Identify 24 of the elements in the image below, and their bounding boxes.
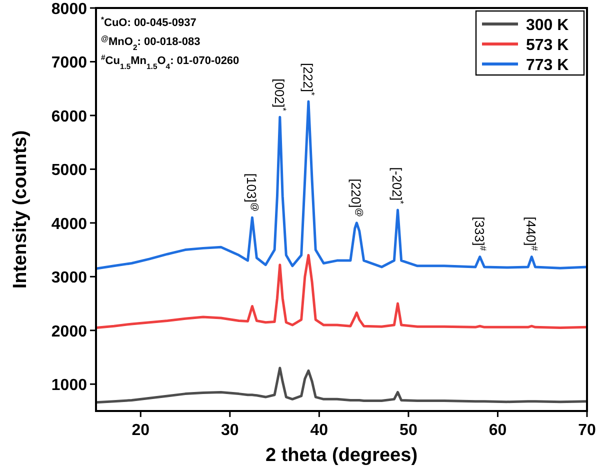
y-tick-label: 8000 xyxy=(51,1,88,18)
x-tick-label: 50 xyxy=(400,422,418,439)
x-axis-title: 2 theta (degrees) xyxy=(265,445,418,466)
line-series xyxy=(96,254,587,329)
x-tick-label: 70 xyxy=(578,422,596,439)
legend-label: 773 K xyxy=(526,57,570,74)
legend-label: 573 K xyxy=(526,37,570,54)
y-tick-label: 4000 xyxy=(51,216,88,233)
x-tick-label: 20 xyxy=(132,422,150,439)
y-tick-label: 1000 xyxy=(51,377,88,394)
annotation: $^{*}$CuO: 00-045-0937 xyxy=(101,14,196,29)
x-tick-label: 30 xyxy=(221,422,239,439)
y-tick-label: 6000 xyxy=(51,108,88,126)
y-tick-label: 2000 xyxy=(51,323,88,340)
y-tick-label: 7000 xyxy=(51,54,88,72)
x-tick-label: 40 xyxy=(310,422,328,439)
annotation: $^{@}$MnO$_{2}$: 00-018-083 xyxy=(101,34,200,52)
legend-label: 300 K xyxy=(526,17,570,34)
y-axis-title: Intensity (counts) xyxy=(10,130,31,289)
y-tick-label: 5000 xyxy=(51,162,88,180)
y-tick-label: 3000 xyxy=(51,270,88,287)
line-series xyxy=(96,366,587,404)
annotation: $^{#}$Cu$_{1.5}$Mn$_{1.5}$O$_{4}$: 01-070-0260 xyxy=(101,52,240,70)
x-tick-label: 60 xyxy=(488,422,507,439)
